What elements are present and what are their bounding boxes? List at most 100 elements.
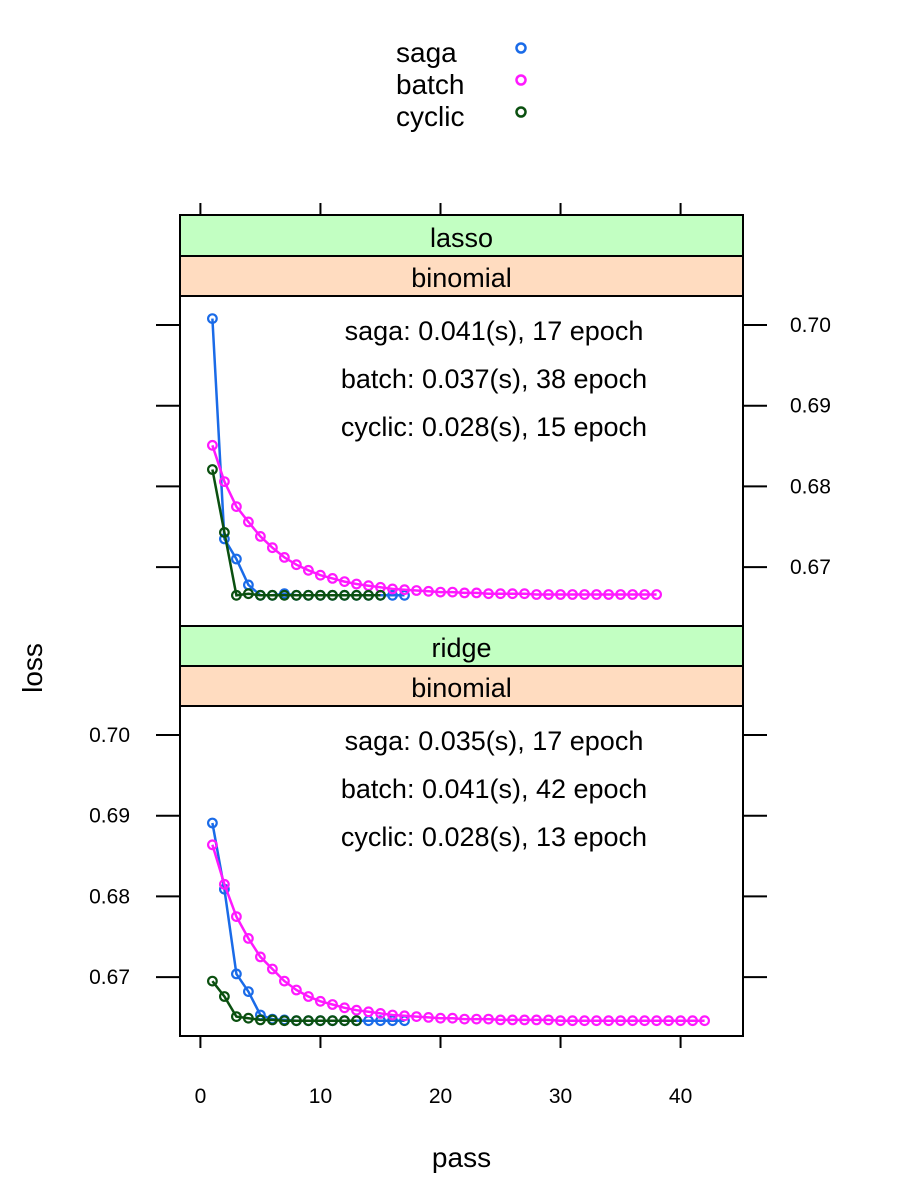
annotation-ridge-saga: saga: 0.035(s), 17 epoch: [345, 726, 644, 756]
data-point-batch: [627, 589, 638, 600]
data-point-batch: [206, 839, 218, 851]
data-point-batch: [555, 1015, 566, 1027]
data-point-cyclic: [230, 589, 242, 601]
x-tick-label: 30: [549, 1085, 572, 1108]
data-point-batch: [603, 589, 614, 600]
data-point-cyclic: [218, 991, 230, 1002]
legend: saga batch cyclic: [396, 37, 527, 132]
plot-frame-ridge: [179, 705, 744, 1037]
data-point-batch: [351, 578, 362, 590]
data-point-saga: [206, 817, 218, 829]
data-point-saga: [375, 1015, 386, 1027]
data-point-cyclic: [315, 589, 326, 601]
data-point-batch: [279, 975, 290, 987]
data-point-batch: [363, 1006, 374, 1018]
data-point-batch: [267, 542, 278, 554]
data-point-batch: [327, 573, 338, 584]
data-point-saga: [230, 968, 242, 980]
data-point-cyclic: [351, 589, 362, 601]
data-point-batch: [543, 589, 554, 600]
data-point-batch: [399, 1010, 410, 1022]
data-point-batch: [639, 589, 650, 600]
data-point-saga: [387, 589, 398, 601]
data-point-cyclic: [327, 589, 338, 601]
data-point-batch: [230, 911, 242, 922]
data-point-batch: [651, 1015, 662, 1027]
y-tick-label: 0.70: [790, 314, 831, 337]
series-line-batch: [211, 444, 657, 596]
data-point-cyclic: [230, 1011, 242, 1022]
series-line-cyclic: [211, 980, 357, 1022]
legend-marker-saga: [515, 42, 527, 54]
data-point-batch: [351, 1004, 362, 1016]
data-point-batch: [423, 1012, 434, 1023]
data-point-cyclic: [291, 589, 302, 601]
annotation-ridge-cyclic: cyclic: 0.028(s), 13 epoch: [341, 822, 647, 852]
annotation-ridge-batch: batch: 0.041(s), 42 epoch: [341, 774, 647, 804]
y-tick-label: 0.67: [89, 966, 130, 989]
strip-label-lasso: lasso: [430, 223, 493, 253]
series-line-saga: [211, 318, 405, 597]
data-point-batch: [567, 589, 578, 600]
data-point-cyclic: [206, 975, 218, 987]
data-point-cyclic: [279, 1015, 290, 1027]
data-point-batch: [699, 1015, 710, 1027]
data-point-batch: [459, 587, 470, 599]
data-point-batch: [303, 564, 314, 576]
data-point-batch: [435, 586, 446, 598]
data-point-cyclic: [339, 1015, 350, 1027]
x-tick-label: 20: [429, 1085, 452, 1108]
data-point-batch: [339, 1002, 350, 1014]
data-point-saga: [399, 589, 410, 601]
data-point-batch: [675, 1015, 686, 1027]
data-point-batch: [507, 588, 518, 600]
data-point-batch: [255, 951, 266, 963]
data-point-cyclic: [315, 1015, 326, 1027]
annotation-lasso-saga: saga: 0.041(s), 17 epoch: [345, 316, 644, 346]
data-point-batch: [615, 589, 626, 600]
data-point-batch: [303, 991, 314, 1002]
data-point-batch: [579, 1015, 590, 1027]
data-point-cyclic: [279, 589, 290, 601]
data-point-batch: [591, 589, 602, 600]
series-line-batch: [211, 844, 705, 1022]
data-point-cyclic: [242, 588, 254, 600]
data-point-batch: [435, 1012, 446, 1024]
strip-label-binomial-bottom: binomial: [411, 673, 512, 703]
data-point-batch: [242, 933, 254, 944]
y-axis-lasso: 0.67 0.68 0.69 0.70: [156, 314, 831, 579]
data-point-batch: [279, 552, 290, 563]
data-point-batch: [387, 1009, 398, 1021]
data-point-batch: [291, 984, 302, 996]
y-axis-title: loss: [17, 643, 48, 693]
data-point-batch: [531, 589, 542, 600]
data-point-batch: [315, 569, 326, 581]
series-lasso: [206, 313, 662, 601]
data-point-batch: [543, 1014, 554, 1026]
series-ridge: [206, 817, 710, 1027]
data-point-cyclic: [339, 589, 350, 601]
data-point-cyclic: [206, 464, 218, 475]
data-point-cyclic: [327, 1015, 338, 1027]
data-point-batch: [555, 589, 566, 600]
data-point-batch: [218, 476, 230, 488]
data-point-batch: [567, 1015, 578, 1027]
data-point-batch: [267, 963, 278, 975]
data-point-batch: [218, 878, 230, 890]
data-point-cyclic: [255, 589, 266, 601]
data-point-cyclic: [351, 1015, 362, 1027]
data-point-saga: [242, 986, 254, 997]
data-point-batch: [579, 589, 590, 600]
data-point-batch: [483, 588, 494, 600]
legend-marker-cyclic: [515, 106, 527, 118]
strip-binomial-bottom: [179, 665, 744, 707]
y-tick-label: 0.68: [790, 475, 831, 498]
legend-label-cyclic: cyclic: [396, 101, 464, 132]
data-point-batch: [471, 1013, 482, 1025]
data-point-cyclic: [242, 1012, 254, 1024]
x-axis-title: pass: [432, 1142, 491, 1173]
y-tick-label: 0.67: [790, 556, 831, 579]
strip-ridge: [179, 625, 744, 667]
data-point-cyclic: [363, 589, 374, 601]
